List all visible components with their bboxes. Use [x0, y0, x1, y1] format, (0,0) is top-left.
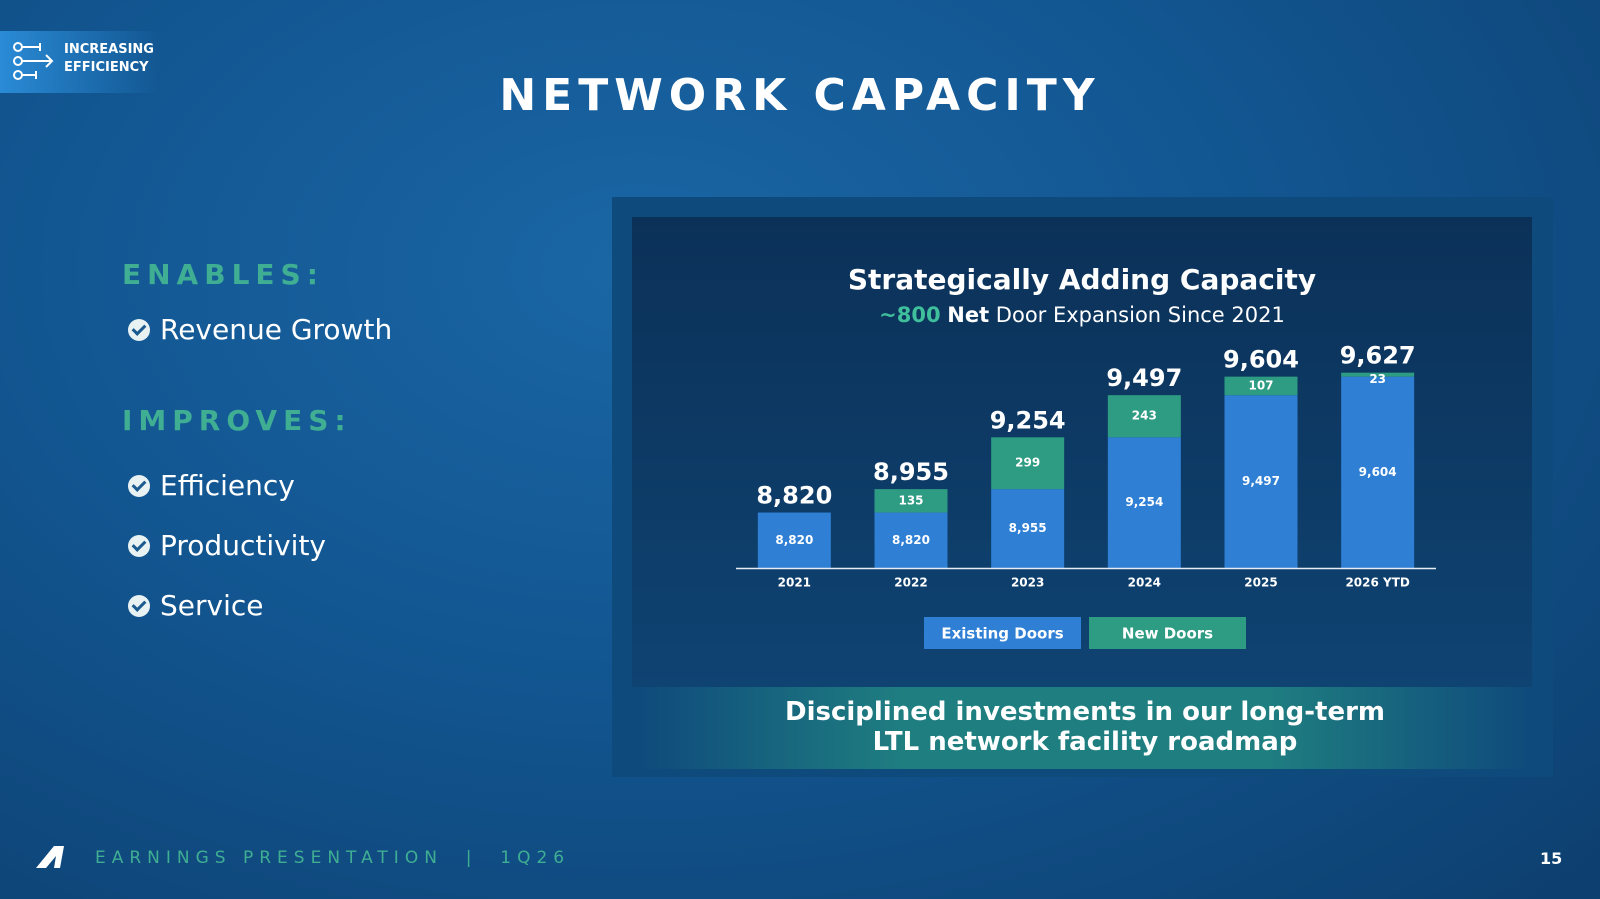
bar-segment	[1341, 372, 1415, 377]
bar-segment	[991, 489, 1065, 568]
footer: EARNINGS PRESENTATION | 1Q26	[95, 848, 571, 868]
banner: Disciplined investments in our long-term…	[640, 687, 1530, 769]
bar-segment	[1107, 395, 1181, 438]
bar-segment	[991, 437, 1065, 490]
segment-label: 107	[1248, 378, 1273, 392]
section-heading: ENABLES:	[122, 258, 324, 291]
bar-segment	[1107, 437, 1181, 568]
item-text: Service	[160, 589, 264, 622]
badge: INCREASING EFFICIENCY	[0, 31, 160, 93]
badge-line: INCREASING	[64, 42, 154, 57]
segment-label: 8,820	[892, 533, 930, 547]
legend-label: New Doors	[1122, 625, 1213, 643]
logo	[36, 846, 64, 868]
bar-segment	[1224, 376, 1298, 396]
subtitle-highlight: ~800	[879, 303, 941, 327]
chart-panel: Strategically Adding Capacity ~800 Net D…	[632, 217, 1532, 687]
x-tick-label: 2021	[778, 576, 811, 590]
check-icon	[128, 318, 150, 341]
segment-label: 9,254	[1125, 495, 1163, 509]
item-text: Productivity	[160, 529, 326, 562]
badge-line: EFFICIENCY	[64, 60, 149, 75]
bar-segment	[1224, 395, 1298, 568]
segment-label: 9,497	[1242, 474, 1280, 488]
subtitle-bold: Net	[947, 303, 990, 327]
banner-line: Disciplined investments in our long-term	[784, 697, 1386, 727]
total-label: 9,604	[1223, 346, 1299, 374]
badge-icon	[13, 42, 54, 80]
list-item: Revenue Growth	[128, 313, 392, 346]
subtitle-text: Door Expansion Since 2021	[995, 303, 1285, 327]
segment-label: 8,955	[1009, 521, 1047, 535]
segment-label: 23	[1369, 372, 1386, 386]
check-icon	[128, 594, 150, 617]
segment-label: 243	[1132, 409, 1157, 423]
total-label: 9,627	[1340, 342, 1416, 370]
x-tick-label: 2024	[1128, 576, 1161, 590]
total-label: 9,254	[990, 406, 1066, 434]
bar-segment	[757, 512, 831, 568]
segment-label: 8,820	[775, 533, 813, 547]
x-tick-label: 2026 YTD	[1345, 576, 1409, 590]
check-icon	[128, 534, 150, 557]
bar-segment	[1341, 376, 1415, 568]
x-tick-label: 2023	[1011, 576, 1044, 590]
x-tick-label: 2025	[1244, 576, 1277, 590]
slide-title: NETWORK CAPACITY	[499, 70, 1101, 121]
check-icon	[128, 474, 150, 497]
chart-title: Strategically Adding Capacity	[847, 263, 1317, 296]
list-item: Productivity	[128, 529, 326, 562]
segment-label: 135	[898, 493, 923, 507]
total-label: 8,955	[873, 458, 949, 486]
chart: 8,820 8,820 2021 8,820 135 8,955 2022 8,955 299 9…	[736, 342, 1436, 649]
segment-label: 299	[1015, 456, 1040, 470]
total-label: 9,497	[1106, 364, 1182, 392]
list-item: Service	[128, 589, 263, 622]
bar-segment	[874, 489, 948, 513]
bar-segment	[874, 512, 948, 568]
banner-line: LTL network facility roadmap	[872, 727, 1298, 757]
page-number: 15	[1540, 849, 1563, 868]
chart-subtitle: ~800 Net Door Expansion Since 2021	[632, 303, 1532, 327]
legend-swatch	[924, 617, 1081, 649]
x-tick-label: 2022	[894, 576, 927, 590]
legend-swatch	[1089, 617, 1246, 649]
list-item: Efficiency	[128, 469, 295, 502]
item-text: Efficiency	[160, 469, 295, 502]
segment-label: 9,604	[1359, 465, 1397, 479]
section-heading: IMPROVES:	[122, 404, 352, 437]
item-text: Revenue Growth	[160, 313, 393, 346]
legend-label: Existing Doors	[941, 625, 1063, 643]
total-label: 8,820	[756, 482, 832, 510]
